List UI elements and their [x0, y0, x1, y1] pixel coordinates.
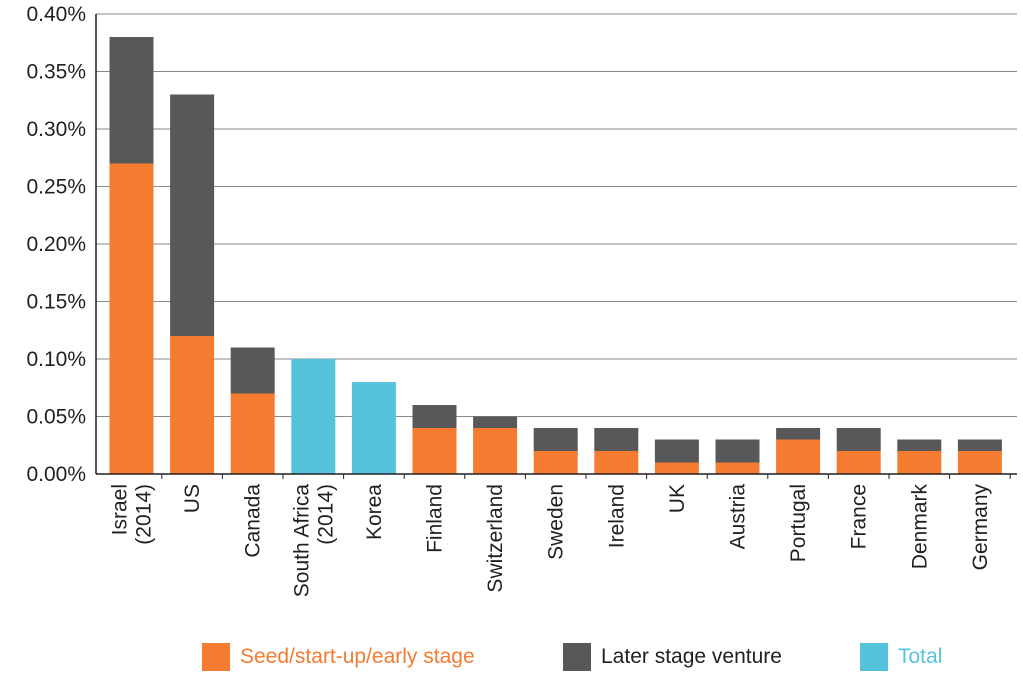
legend-item-later: Later stage venture — [563, 643, 782, 671]
x-category-label: US — [181, 484, 204, 513]
x-category-label: (2014) — [314, 484, 337, 545]
bar-segment-later — [231, 348, 275, 394]
legend-label-total: Total — [898, 645, 942, 669]
bar-segment-seed — [958, 451, 1002, 474]
bar-segment-later — [897, 440, 941, 452]
bar-segment-later — [110, 37, 154, 164]
bar-segment-later — [534, 428, 578, 451]
x-axis-labels: Israel (2014) US Canada South Africa (2014) Ko… — [109, 484, 992, 598]
y-tick-label: 0.35% — [26, 61, 86, 84]
bar-segment-seed — [534, 451, 578, 474]
x-category-label: Korea — [363, 484, 386, 540]
bar-segment-seed — [655, 463, 699, 475]
x-category-label: Ireland — [605, 484, 628, 548]
bar-segment-seed — [776, 440, 820, 475]
y-tick-label: 0.00% — [26, 463, 86, 486]
bar-segment-later — [837, 428, 881, 451]
bar-segment-later — [958, 440, 1002, 452]
x-category-label: UK — [666, 484, 689, 513]
bar-segment-seed — [594, 451, 638, 474]
x-category-label: Canada — [242, 484, 265, 558]
bar-segment-seed — [231, 394, 275, 475]
y-axis-ticks: 0.00% 0.05% 0.10% 0.15% 0.20% 0.25% 0.30% 0.35%… — [26, 3, 86, 486]
bar-segment-seed — [837, 451, 881, 474]
bar-segment-seed — [897, 451, 941, 474]
x-category-label: Finland — [424, 484, 447, 553]
bar-chart: 0.00% 0.05% 0.10% 0.15% 0.20% 0.25% 0.30% 0.35%… — [0, 0, 1023, 640]
bar-segment-seed — [413, 428, 457, 474]
bar-segment-seed — [716, 463, 760, 475]
y-tick-label: 0.30% — [26, 118, 86, 141]
x-category-label: Switzerland — [484, 484, 507, 593]
x-category-label: South Africa — [290, 484, 313, 598]
y-tick-label: 0.15% — [26, 291, 86, 314]
bar-segment-later — [716, 440, 760, 463]
y-tick-label: 0.25% — [26, 176, 86, 199]
bar-segment-later — [473, 417, 517, 429]
y-tick-label: 0.20% — [26, 233, 86, 256]
bar-segment-seed — [170, 336, 214, 474]
legend-item-seed: Seed/start-up/early stage — [202, 643, 475, 671]
bars — [96, 14, 1017, 479]
x-category-label: (2014) — [133, 484, 156, 545]
bar-segment-seed — [473, 428, 517, 474]
bar-segment-later — [170, 95, 214, 337]
legend: Seed/start-up/early stage Later stage ve… — [0, 643, 1023, 677]
bar-segment-total — [291, 359, 335, 474]
x-category-label: Denmark — [908, 484, 931, 570]
bar-segment-later — [413, 405, 457, 428]
x-category-label: Sweden — [545, 484, 568, 560]
x-category-label: Austria — [727, 484, 750, 550]
bar-segment-later — [655, 440, 699, 463]
legend-swatch-total — [860, 643, 888, 671]
x-category-label: Israel — [109, 484, 132, 535]
bar-segment-seed — [110, 164, 154, 475]
y-tick-label: 0.40% — [26, 3, 86, 26]
x-category-label: Germany — [969, 484, 992, 571]
x-category-label: France — [848, 484, 871, 549]
legend-label-later: Later stage venture — [601, 645, 782, 669]
legend-swatch-later — [563, 643, 591, 671]
y-tick-label: 0.10% — [26, 348, 86, 371]
legend-label-seed: Seed/start-up/early stage — [240, 645, 475, 669]
bar-segment-total — [352, 382, 396, 474]
legend-swatch-seed — [202, 643, 230, 671]
x-category-label: Portugal — [787, 484, 810, 562]
y-tick-label: 0.05% — [26, 406, 86, 429]
bar-segment-later — [776, 428, 820, 440]
legend-item-total: Total — [860, 643, 942, 671]
bar-segment-later — [594, 428, 638, 451]
